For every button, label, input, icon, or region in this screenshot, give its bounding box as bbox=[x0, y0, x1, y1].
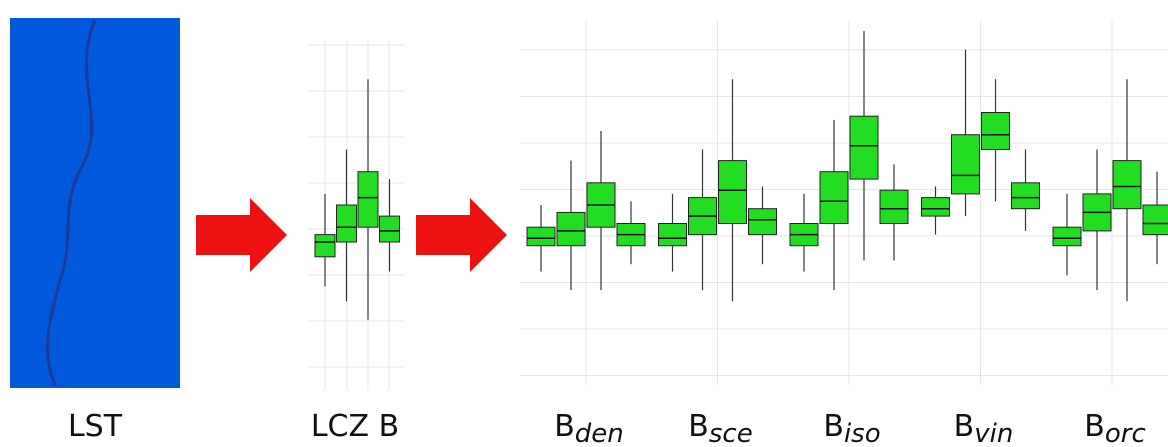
group-label: Borc bbox=[1084, 409, 1146, 447]
lcz-label: LCZ B bbox=[311, 409, 399, 444]
box bbox=[379, 215, 400, 243]
box bbox=[1112, 160, 1142, 210]
lst-map bbox=[10, 18, 180, 388]
label-sub: iso bbox=[844, 419, 881, 447]
box bbox=[526, 226, 556, 247]
box bbox=[556, 211, 586, 247]
lst-label: LST bbox=[68, 409, 123, 444]
box bbox=[357, 171, 379, 228]
label-base: B bbox=[688, 409, 709, 444]
group-label: Bsce bbox=[688, 409, 752, 447]
river bbox=[45, 19, 97, 386]
box bbox=[1142, 204, 1168, 236]
box bbox=[951, 134, 980, 195]
group-label: Bden bbox=[554, 409, 624, 447]
arrow bbox=[196, 198, 287, 272]
label-base: B bbox=[954, 409, 975, 444]
group-label: Biso bbox=[823, 409, 880, 447]
box bbox=[1011, 182, 1040, 210]
box bbox=[314, 234, 336, 258]
label-base: B bbox=[1084, 409, 1105, 444]
label-base: B bbox=[554, 409, 575, 444]
class-plot bbox=[520, 20, 1168, 385]
label-sub: orc bbox=[1105, 419, 1146, 447]
box bbox=[748, 208, 777, 236]
label-sub: sce bbox=[709, 419, 753, 447]
box bbox=[718, 160, 747, 225]
box bbox=[819, 171, 849, 224]
arrow bbox=[416, 198, 507, 272]
plots: Bden Bsce Biso Bvin Borc bbox=[308, 20, 1168, 447]
box bbox=[1052, 226, 1082, 247]
box bbox=[336, 204, 357, 243]
box bbox=[981, 112, 1010, 150]
box bbox=[849, 115, 879, 180]
box bbox=[921, 197, 950, 217]
label-sub: vin bbox=[974, 419, 1013, 447]
box bbox=[879, 189, 909, 224]
label-sub: den bbox=[575, 419, 624, 447]
box bbox=[658, 223, 687, 247]
group-label: Bvin bbox=[954, 409, 1014, 447]
label-base: B bbox=[823, 409, 844, 444]
